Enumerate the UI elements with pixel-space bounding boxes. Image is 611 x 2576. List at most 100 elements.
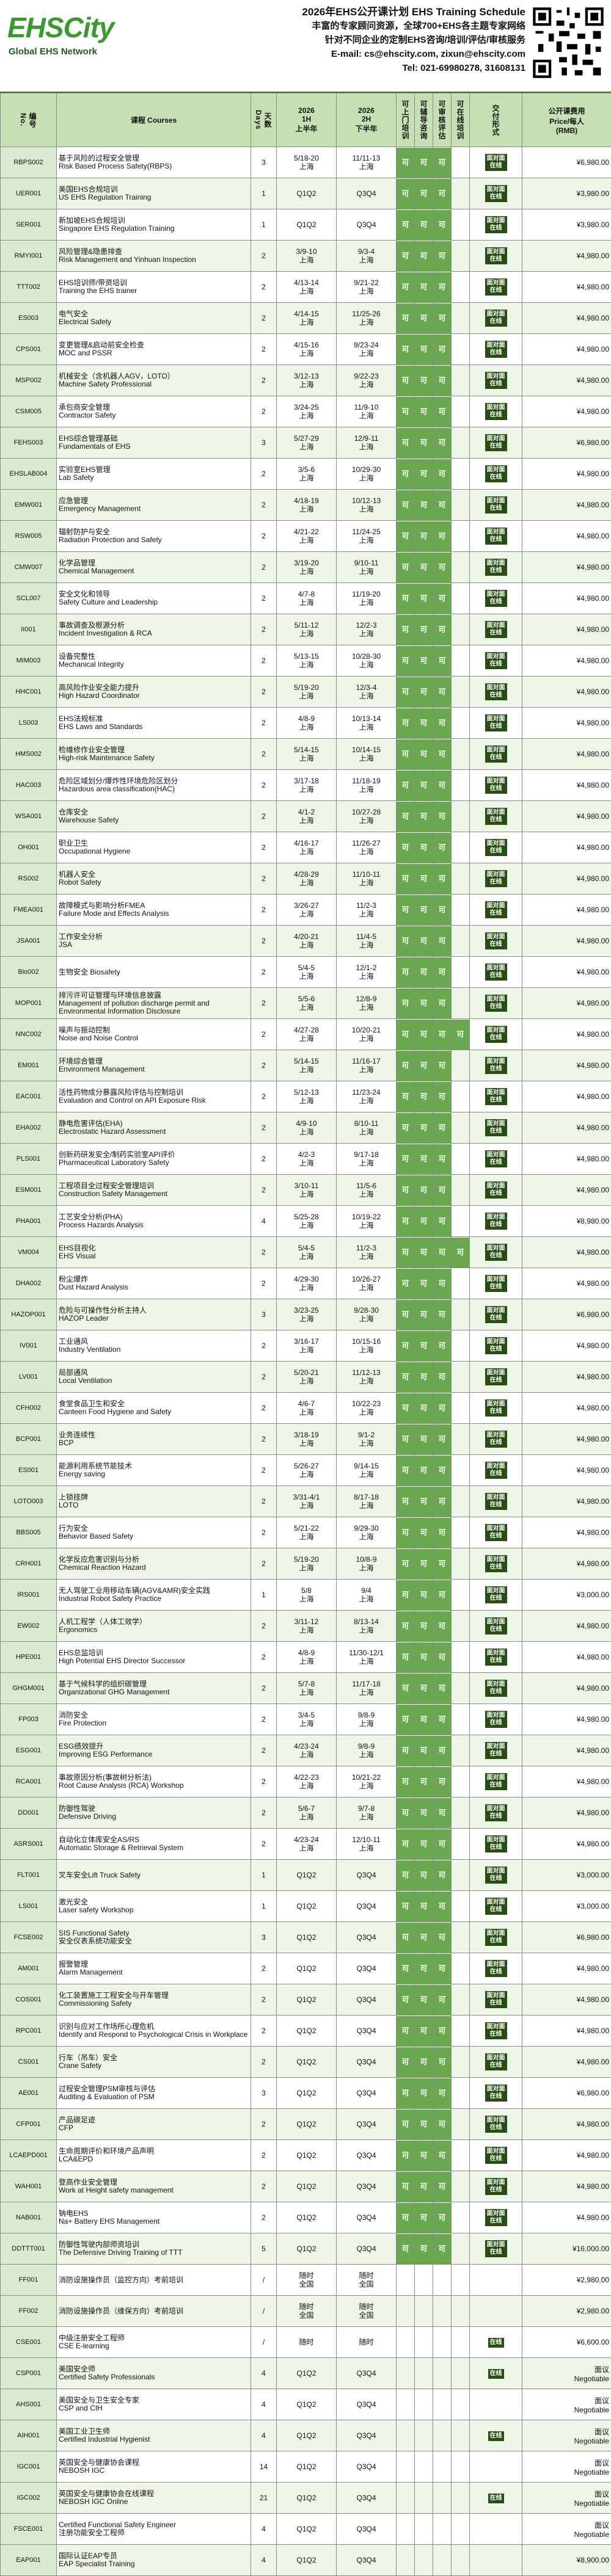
service-available: 可 [397, 335, 414, 365]
service-cell: 可 [397, 178, 415, 209]
delivery-mode: 面对面 在线 [470, 583, 522, 614]
schedule-1h: 4/21-22 上海 [277, 521, 337, 552]
service-cell [452, 396, 470, 427]
delivery-mode: 面对面 在线 [470, 1206, 522, 1237]
price: ¥4,980.00 [522, 614, 611, 645]
course-code: LOTO003 [1, 1486, 57, 1517]
course-name-en: Contractor Safety [59, 412, 249, 419]
days: 2 [251, 1112, 277, 1144]
days: 2 [251, 1953, 277, 1984]
schedule-1h: Q1Q2 [277, 2109, 337, 2140]
service-cell [452, 2483, 470, 2514]
service-available: 可 [397, 677, 414, 707]
course-name: 工艺安全分析(PHA)Process Hazards Analysis [57, 1206, 251, 1237]
course-name-en: Root Cause Analysis (RCA) Workshop [59, 1782, 249, 1790]
service-cell [452, 521, 470, 552]
schedule-1h: 4/8-9 上海 [277, 708, 337, 739]
service-cell: 可 [433, 1486, 452, 1517]
days: 2 [251, 1735, 277, 1766]
header-line: Tel: 021-69980278, 31608131 [202, 61, 525, 75]
course-name-en: JSA [59, 941, 249, 949]
service-cell [452, 801, 470, 832]
service-cell [452, 427, 470, 459]
delivery-mode: 面对面 在线 [470, 645, 522, 677]
course-name-en: High Potential EHS Director Successor [59, 1657, 249, 1665]
days: 2 [251, 334, 277, 365]
days: 2 [251, 1455, 277, 1486]
service-available: 可 [433, 1175, 451, 1205]
service-cell: 可 [415, 1798, 433, 1829]
schedule-1h: 5/26-27 上海 [277, 1455, 337, 1486]
service-cell: 可 [433, 209, 452, 241]
price: ¥4,980.00 [522, 1050, 611, 1081]
service-cell: 可 [415, 1548, 433, 1580]
service-cell: 可 [433, 241, 452, 272]
course-name: 消防设施操作员（维保方向）考前培训 [57, 2296, 251, 2327]
service-cell [452, 926, 470, 957]
service-cell: 可 [397, 272, 415, 303]
service-cell: 可 [415, 1206, 433, 1237]
service-available: 可 [397, 1954, 414, 1984]
course-name-en: Machine Safety Professional [59, 380, 249, 388]
course-code: BBS005 [1, 1517, 57, 1548]
schedule-1h: 5/4-5 上海 [277, 957, 337, 988]
course-name-en: Organizational GHG Management [59, 1688, 249, 1696]
service-cell [452, 1829, 470, 1860]
header-line: 丰富的专家顾问资源，全球700+EHS各主题专家网络 [202, 19, 525, 33]
delivery-label: 面对面 在线 [485, 1617, 507, 1634]
course-name-en: Electrostatic Hazard Assessment [59, 1128, 249, 1136]
schedule-1h: 4/1-2 上海 [277, 801, 337, 832]
service-available: 可 [433, 1020, 451, 1050]
schedule-2h: Q3Q4 [337, 2545, 397, 2576]
schedule-1h: 5/19-20 上海 [277, 1548, 337, 1580]
delivery-mode: 面对面 在线 [470, 521, 522, 552]
course-code: LV001 [1, 1362, 57, 1393]
service-available: 可 [415, 521, 433, 551]
service-available: 可 [433, 1238, 451, 1268]
schedule-2h: 10/28-30 上海 [337, 645, 397, 677]
service-cell: 可 [415, 2047, 433, 2078]
delivery-mode: 面对面 在线 [470, 894, 522, 926]
service-available: 可 [433, 553, 451, 582]
schedule-2h: 10/27-28 上海 [337, 801, 397, 832]
delivery-label: 面对面 在线 [485, 1524, 507, 1541]
delivery-label: 面对面 在线 [485, 1711, 507, 1728]
service-cell [452, 832, 470, 863]
service-cell: 可 [433, 677, 452, 708]
delivery-label: 面对面 在线 [485, 1337, 507, 1354]
price: ¥4,980.00 [522, 396, 611, 427]
schedule-1h: 4/6-7 上海 [277, 1393, 337, 1424]
service-cell [452, 2451, 470, 2483]
course-name-en: Warehouse Safety [59, 816, 249, 824]
service-available: 可 [397, 926, 414, 956]
service-available: 可 [397, 521, 414, 551]
delivery-label: 面对面 在线 [485, 683, 507, 700]
service-cell [452, 1611, 470, 1642]
service-cell: 可 [397, 2171, 415, 2202]
days: 2 [251, 832, 277, 863]
delivery-label: 面对面 在线 [485, 808, 507, 825]
service-cell: 可 [415, 209, 433, 241]
service-cell: 可 [433, 1673, 452, 1704]
service-cell: 可 [415, 863, 433, 894]
course-name-en: Improving ESG Performance [59, 1751, 249, 1758]
service-available: 可 [415, 1580, 433, 1610]
service-available: 可 [433, 1736, 451, 1766]
